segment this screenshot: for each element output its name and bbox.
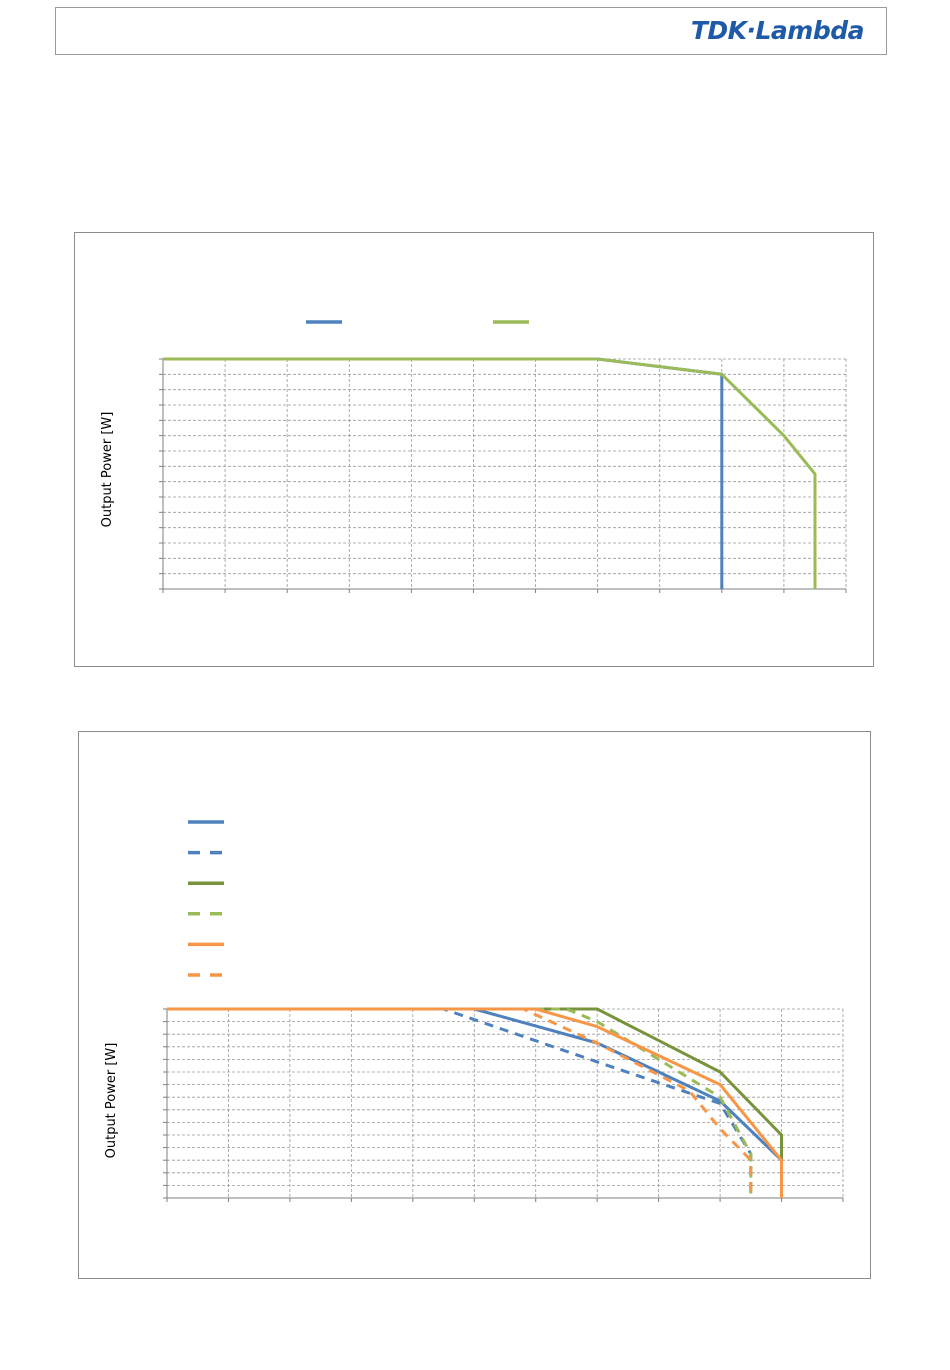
chart-1-frame [74,232,874,667]
tdk-lambda-logo: TDK·Lambda [690,16,865,45]
chart-2-series-2-line [167,1007,753,1198]
chart-2-series-6-line [167,1007,753,1198]
chart-1-series-1-line [163,357,724,589]
chart-2-series-4-line [167,1007,753,1198]
chart-1-series-2-line [163,357,817,589]
page-header: TDK·Lambda [55,7,887,55]
